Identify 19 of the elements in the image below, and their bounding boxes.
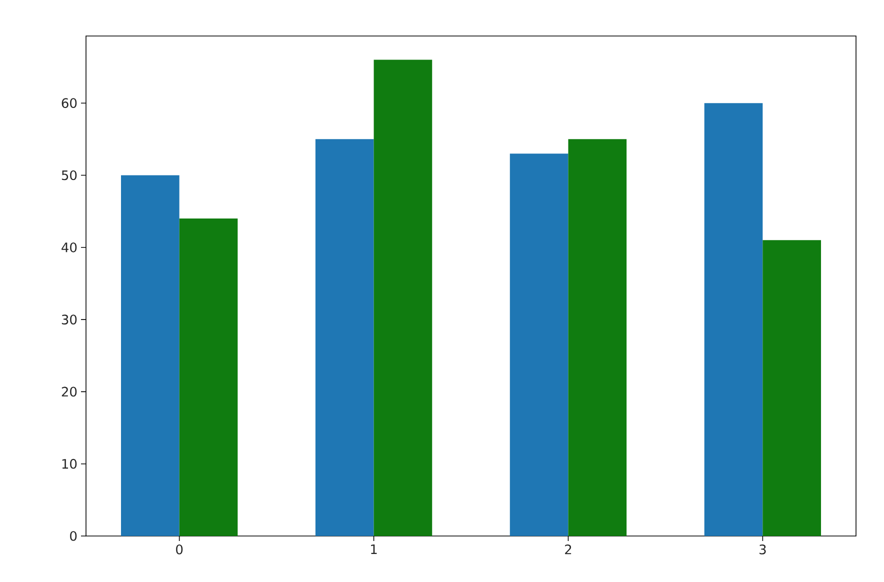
y-tick-label: 50: [62, 170, 77, 180]
bar: [121, 175, 180, 536]
y-tick-label: 40: [62, 242, 77, 252]
bar: [315, 139, 374, 536]
y-tick-label: 0: [70, 531, 77, 541]
y-tick-label: 60: [62, 98, 77, 108]
x-tick-label: 0: [176, 544, 183, 554]
x-tick-label: 3: [760, 544, 766, 554]
bar: [374, 60, 432, 536]
bar: [179, 218, 238, 536]
x-tick-label: 1: [371, 544, 377, 554]
bar: [762, 240, 822, 536]
y-tick-label: 10: [62, 458, 77, 469]
bar: [704, 103, 763, 536]
x-tick-label: 2: [565, 544, 572, 554]
y-tick-label: 20: [62, 386, 77, 397]
bar: [510, 154, 568, 536]
y-tick-label: 30: [62, 314, 77, 324]
bar: [568, 139, 627, 536]
